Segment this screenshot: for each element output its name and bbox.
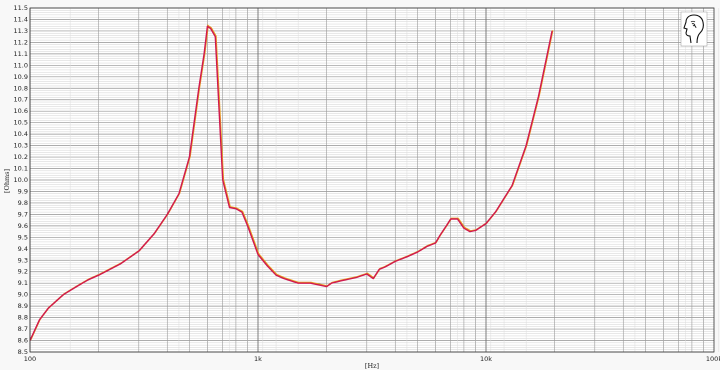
y-tick-label: 8.9: [18, 302, 28, 310]
y-tick-label: 8.8: [18, 314, 28, 322]
grid: [29, 7, 720, 353]
y-tick-label: 9.8: [18, 199, 28, 207]
y-tick-label: 10.2: [14, 153, 28, 161]
plot-frame: [29, 7, 715, 353]
x-axis-label: [Hz]: [365, 362, 379, 370]
y-tick-label: 9.5: [18, 233, 28, 241]
y-tick-label: 10.6: [14, 107, 28, 115]
y-tick-label: 10.3: [14, 142, 28, 150]
y-tick-label: 8.5: [18, 348, 28, 356]
y-tick-label: 9.9: [18, 187, 28, 195]
y-tick-label: 10.4: [14, 130, 28, 138]
y-tick-label: 10.1: [14, 165, 28, 173]
y-tick-label: 11.0: [14, 61, 28, 69]
y-tick-label: 11.5: [14, 4, 28, 12]
y-tick-label: 11.2: [14, 38, 28, 46]
y-tick-label: 9.0: [18, 291, 28, 299]
y-tick-label: 9.6: [18, 222, 28, 230]
x-tick-labels: 100 1k 10k 100k: [24, 355, 720, 363]
x-tick-label: 100k: [706, 355, 720, 363]
x-tick-label: 10k: [480, 355, 492, 363]
y-tick-label: 10.9: [14, 73, 28, 81]
y-tick-label: 9.7: [18, 210, 28, 218]
y-tick-label: 9.2: [18, 268, 28, 276]
y-tick-label: 10.8: [14, 84, 28, 92]
x-tick-label: 1k: [254, 355, 262, 363]
y-tick-label: 11.3: [14, 27, 28, 35]
x-tick-label: 100: [24, 355, 36, 363]
y-axis-label: [Ohms]: [3, 169, 11, 193]
y-tick-label: 10.0: [14, 176, 28, 184]
y-tick-label: 11.1: [14, 50, 28, 58]
impedance-curve: [29, 25, 553, 341]
y-tick-label: 10.5: [14, 119, 28, 127]
y-tick-label: 11.4: [14, 15, 28, 23]
y-tick-labels: 8.5 8.6 8.7 8.8 8.9 9.0 9.1 9.2 9.3 9.4 9.5 9.6 9.7 9…: [14, 4, 28, 356]
y-tick-label: 10.7: [14, 96, 28, 104]
y-tick-label: 8.7: [18, 325, 28, 333]
y-tick-label: 9.3: [18, 256, 28, 264]
y-tick-label: 9.1: [18, 279, 28, 287]
head-silhouette-icon: [680, 11, 708, 47]
series-layer: [29, 24, 554, 341]
y-tick-label: 9.4: [18, 245, 28, 253]
y-tick-label: 8.6: [18, 337, 28, 345]
